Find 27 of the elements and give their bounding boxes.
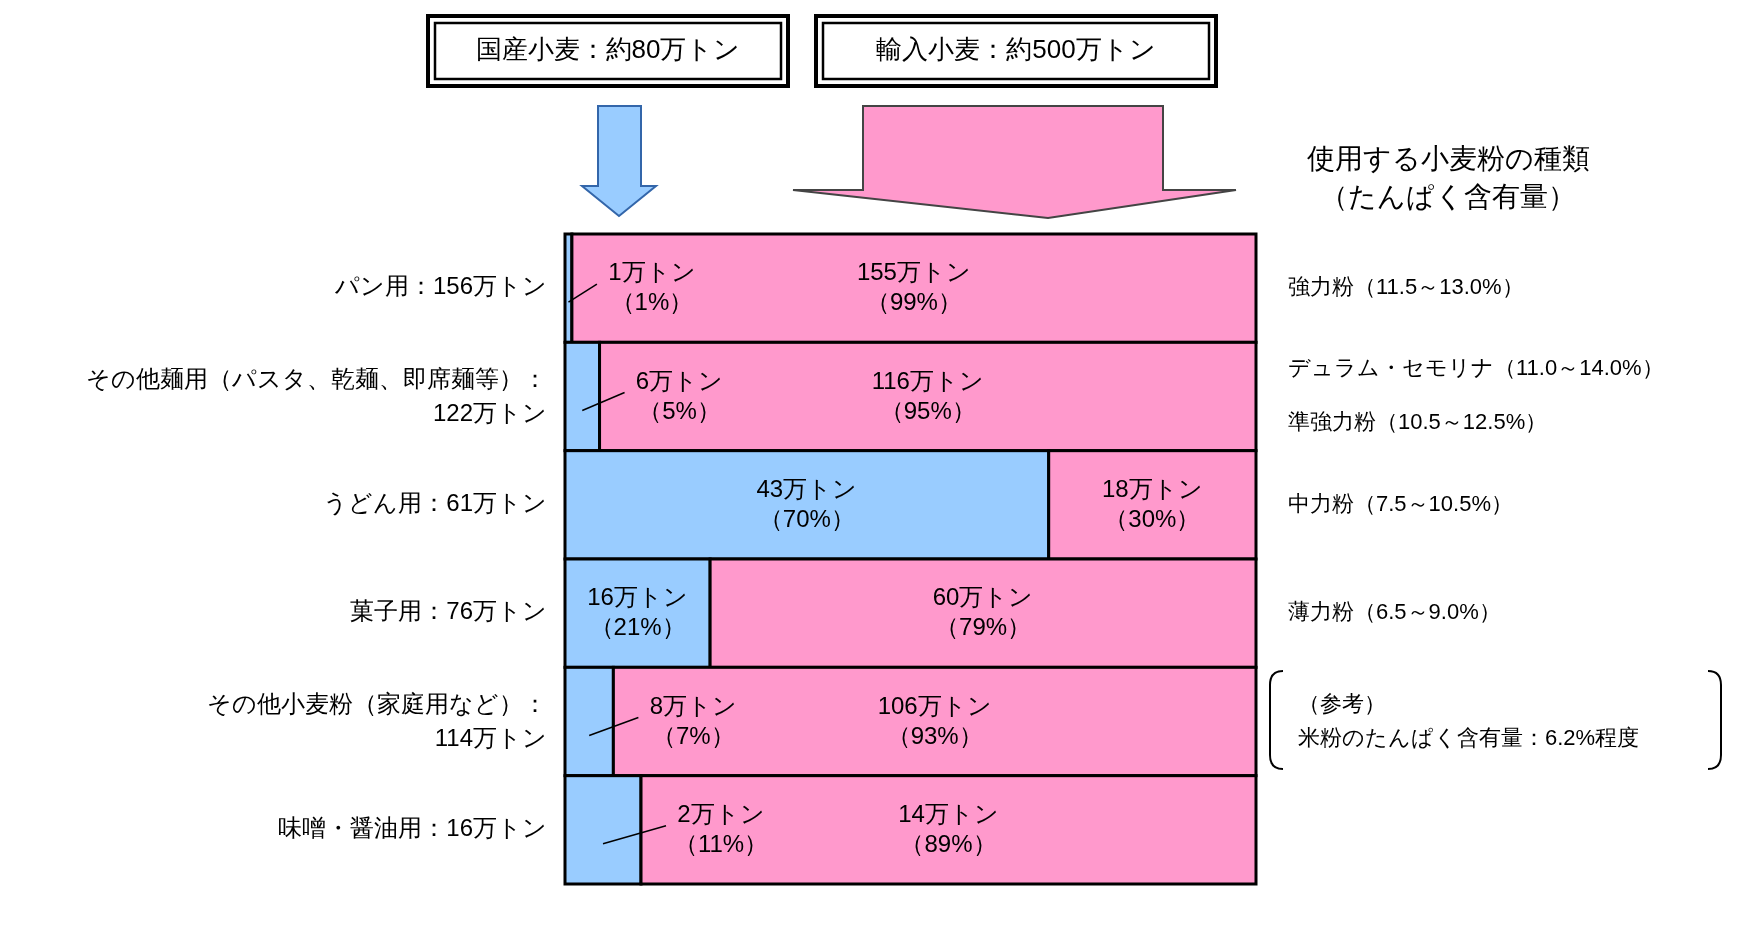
y-tick-label: パン用：156万トン: [333, 272, 547, 300]
text: 国産小麦：約80万トン: [475, 33, 741, 64]
y-tick-label: うどん用：61万トン: [323, 489, 547, 517]
text: デュラム・セモリナ（11.0～14.0%）: [1288, 355, 1664, 381]
text: 輸入小麦：約500万トン: [876, 33, 1156, 64]
data-label: 60万トン（79%）: [932, 583, 1034, 641]
text: 薄力粉（6.5～9.0%）: [1288, 598, 1501, 624]
y-tick-label: その他麺用（パスタ、乾麺、即席麺等）：122万トン: [86, 364, 547, 426]
data-label: 1万トン（1%）: [608, 258, 696, 316]
data-label: 2万トン（11%）: [673, 800, 769, 858]
data-label: 106万トン（93%）: [877, 691, 992, 749]
data-label: 14万トン（89%）: [898, 800, 999, 858]
data-label: 6万トン（5%）: [635, 366, 724, 424]
data-label: 18万トン（30%）: [1102, 475, 1203, 533]
y-tick-label: 菓子用：76万トン: [350, 597, 547, 625]
text: 使用する小麦粉の種類（たんぱく含有量）: [1306, 143, 1590, 212]
data-label: 16万トン（21%）: [587, 583, 688, 641]
data-label: 8万トン（7%）: [649, 691, 738, 749]
text: 強力粉（11.5～13.0%）: [1288, 273, 1524, 299]
text: 中力粉（7.5～10.5%）: [1288, 490, 1513, 516]
data-label: 155万トン（99%）: [856, 258, 971, 316]
text: （参考）米粉のたんぱく含有量：6.2%程度: [1298, 690, 1640, 750]
data-label: 116万トン（95%）: [871, 366, 984, 424]
text: 準強力粉（10.5～12.5%）: [1288, 409, 1548, 435]
y-tick-label: その他小麦粉（家庭用など）：114万トン: [207, 689, 547, 751]
data-label: 43万トン（70%）: [756, 475, 858, 533]
y-tick-label: 味噌・醤油用：16万トン: [278, 814, 547, 842]
